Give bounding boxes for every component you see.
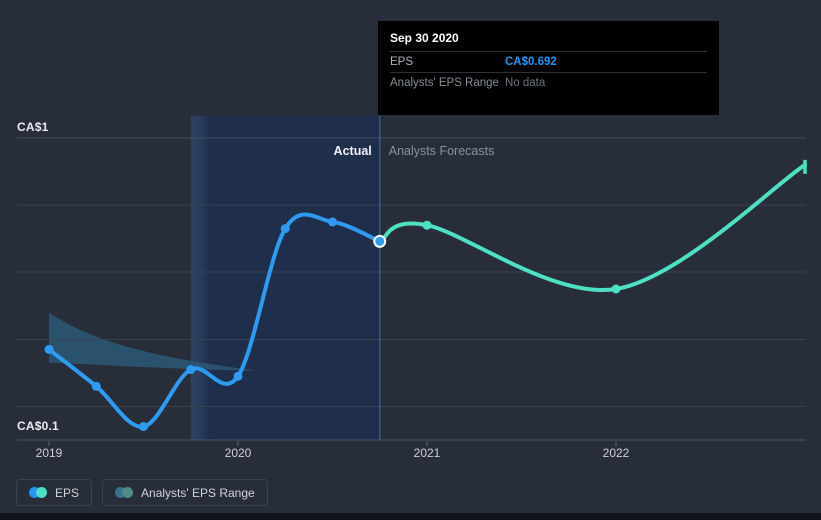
hovered-data-point[interactable] xyxy=(373,234,387,248)
eps-data-point[interactable] xyxy=(139,422,148,432)
tooltip-row-eps-range: Analysts' EPS Range No data xyxy=(390,72,707,93)
y-axis-label-top: CA$1 xyxy=(17,120,49,134)
legend-item-eps[interactable]: EPS xyxy=(16,479,93,506)
eps-chart-canvas[interactable] xyxy=(0,0,821,470)
eps-actual-line xyxy=(47,212,382,429)
x-axis-tick-2022: 2022 xyxy=(602,446,630,460)
legend-range-label: Analysts' EPS Range xyxy=(141,485,255,500)
y-axis-label-bottom: CA$0.1 xyxy=(17,419,59,433)
forecast-data-point[interactable] xyxy=(611,284,621,294)
tooltip-range-value: No data xyxy=(505,77,546,89)
legend-item-analysts-eps-range[interactable]: Analysts' EPS Range xyxy=(102,479,268,506)
tooltip-range-label: Analysts' EPS Range xyxy=(390,77,499,89)
tooltip-row-eps: EPS CA$0.692 xyxy=(390,51,707,72)
eps-data-point[interactable] xyxy=(91,381,101,391)
hover-tooltip: Sep 30 2020 EPS CA$0.692 Analysts' EPS R… xyxy=(378,21,719,115)
eps-data-point[interactable] xyxy=(186,365,196,375)
bottom-divider-strip xyxy=(0,513,821,520)
x-axis-tick-2021: 2021 xyxy=(413,446,441,460)
eps-data-point[interactable] xyxy=(233,371,243,381)
actual-period-label: Actual xyxy=(333,144,372,158)
eps-forecast-line xyxy=(377,162,807,293)
tooltip-eps-label: EPS xyxy=(390,56,414,68)
eps-data-point[interactable] xyxy=(280,224,290,234)
eps-data-point[interactable] xyxy=(328,217,337,227)
tooltip-date: Sep 30 2020 xyxy=(390,31,459,45)
legend-eps-label: EPS xyxy=(55,485,80,500)
analysts-eps-range-band xyxy=(49,312,257,371)
eps-swatch-icon xyxy=(29,487,47,498)
x-axis-tick-2019: 2019 xyxy=(35,446,63,460)
tooltip-eps-value: CA$0.692 xyxy=(505,56,557,68)
forecast-period-label: Analysts Forecasts xyxy=(388,144,495,158)
eps-data-point[interactable] xyxy=(44,344,54,354)
x-axis-tick-2020: 2020 xyxy=(224,446,252,460)
chart-legend: EPS Analysts' EPS Range xyxy=(16,479,268,506)
analysts-range-swatch-icon xyxy=(115,487,134,498)
forecast-data-point[interactable] xyxy=(422,220,432,230)
actual-highlight-region xyxy=(190,116,380,440)
